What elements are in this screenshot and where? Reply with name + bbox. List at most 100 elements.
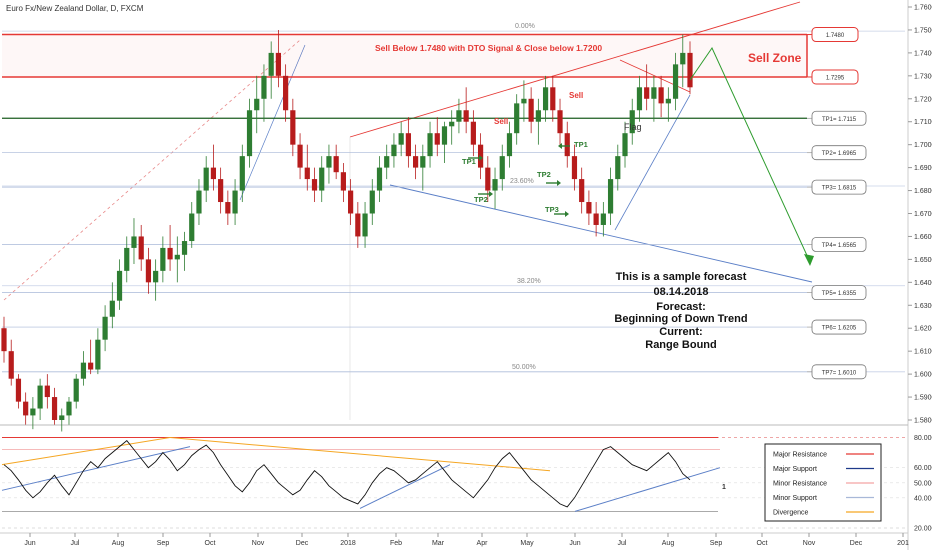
time-tick-label: Jul (618, 540, 627, 547)
time-tick-label: 2018 (340, 540, 356, 547)
price-axis: 1.76000 1.75000 1.74000 1.73000 1.72000 1.710… (908, 5, 932, 425)
resistance-label-box (811, 69, 859, 85)
forecast-line-4: Beginning of Down Trend (614, 313, 747, 325)
candle-body (586, 202, 592, 214)
fib-level-label: 50.00% (512, 364, 536, 371)
candle-body (189, 213, 195, 242)
sell-mark-2: Sell (569, 91, 583, 100)
candle-body (131, 236, 137, 248)
candle-body (651, 87, 657, 99)
price-tick-label: 1.65000 (914, 257, 932, 264)
legend-label: Minor Support (773, 495, 817, 502)
candle-body (463, 110, 469, 122)
candle-body (477, 144, 484, 168)
sell-zone-area (2, 34, 807, 77)
candle-body (514, 103, 520, 134)
time-tick-label: Jun (569, 540, 580, 547)
candle-body (485, 167, 491, 191)
time-tick-label: Mar (432, 540, 445, 547)
time-tick-label: Oct (757, 540, 768, 547)
tp-mark-label: TP2 (537, 170, 551, 179)
candle-body (449, 121, 455, 127)
candle-body (102, 316, 108, 340)
candle-body (261, 75, 267, 99)
candle-body (622, 133, 628, 157)
price-tick-label: 1.64000 (914, 280, 932, 287)
price-tick-label: 1.72000 (914, 96, 932, 103)
candle-body (413, 156, 419, 168)
candle-body (44, 385, 50, 398)
candle-body (80, 362, 87, 379)
candle-body (492, 179, 498, 191)
price-tick-label: 1.69000 (914, 165, 932, 172)
tp-label-box (811, 319, 867, 335)
resistance-label: 1.7480 (826, 33, 845, 39)
candle-body (30, 408, 36, 416)
price-tick-label: 1.58000 (914, 418, 932, 425)
time-tick-label: Feb (390, 540, 402, 547)
candle-body (124, 247, 130, 271)
rsi-support-line (1, 446, 191, 491)
candle-body (59, 415, 65, 420)
candle-body (239, 156, 245, 191)
tp-label: TP6= 1.6205 (822, 326, 857, 332)
tp-label-box (811, 110, 867, 126)
candle-body (225, 202, 231, 214)
candle-body (441, 126, 448, 145)
forecast-line-1: This is a sample forecast (616, 271, 747, 283)
price-tick-label: 1.71000 (914, 119, 932, 126)
legend-label: Minor Resistance (773, 481, 827, 488)
tp-label: TP3= 1.6815 (822, 186, 857, 192)
tp-label: TP5= 1.6355 (822, 291, 857, 297)
candle-body (665, 98, 671, 104)
candle-body (37, 385, 43, 409)
tp-mark-label: TP1 (462, 157, 476, 166)
candle-body (521, 98, 527, 104)
tp-mark-label: TP3 (545, 205, 559, 214)
candle-body (333, 156, 339, 173)
candle-body (232, 190, 238, 214)
candle-body (297, 144, 303, 168)
candle-body (542, 87, 549, 111)
candle-body (116, 270, 123, 301)
price-tick-label: 1.62000 (914, 326, 932, 333)
forecast-line-2: 08.14.2018 (653, 286, 708, 298)
candle-body (95, 339, 101, 370)
resistance-label: 1.7295 (826, 75, 845, 81)
tp-mark-arrowhead (557, 180, 561, 186)
forecast-arrowhead (804, 254, 814, 266)
candle-body (420, 156, 426, 168)
candle-body (340, 172, 346, 191)
candle-body (174, 254, 180, 260)
candle-body (8, 351, 14, 379)
candle-body (672, 64, 679, 99)
rising-resistance-line (349, 1, 801, 138)
candle-body (629, 110, 635, 134)
time-tick-label: May (520, 540, 534, 547)
rsi-tick-label: 20.0000 (914, 526, 932, 533)
sell-zone-label: Sell Zone (748, 51, 802, 65)
forecast-line-6: Range Bound (645, 339, 717, 351)
price-tick-label: 1.75000 (914, 27, 932, 34)
candle-body (615, 156, 621, 180)
candle-body (644, 87, 650, 99)
rsi-tick-label: 40.0000 (914, 495, 932, 502)
tp-mark-label: TP2 (474, 195, 488, 204)
rsi-panel: 80.0000 60.0000 50.0000 40.0000 20.0000 (1, 435, 932, 533)
rsi-tick-label: 50.0000 (914, 480, 932, 487)
tp-label-box (811, 364, 867, 380)
candle-body (398, 133, 404, 145)
candle-body (304, 167, 310, 180)
lower-channel-line (389, 184, 813, 283)
candle-body (456, 110, 462, 122)
tp-mark-arrowhead (479, 155, 483, 161)
candle-body (66, 401, 72, 416)
candle-body (470, 121, 476, 145)
candles (1, 29, 693, 432)
rsi-current-label: 1 (722, 484, 726, 491)
candle-body (506, 133, 513, 157)
candle-body (218, 179, 224, 203)
forecast-arrow (689, 46, 814, 266)
candle-body (680, 52, 686, 65)
